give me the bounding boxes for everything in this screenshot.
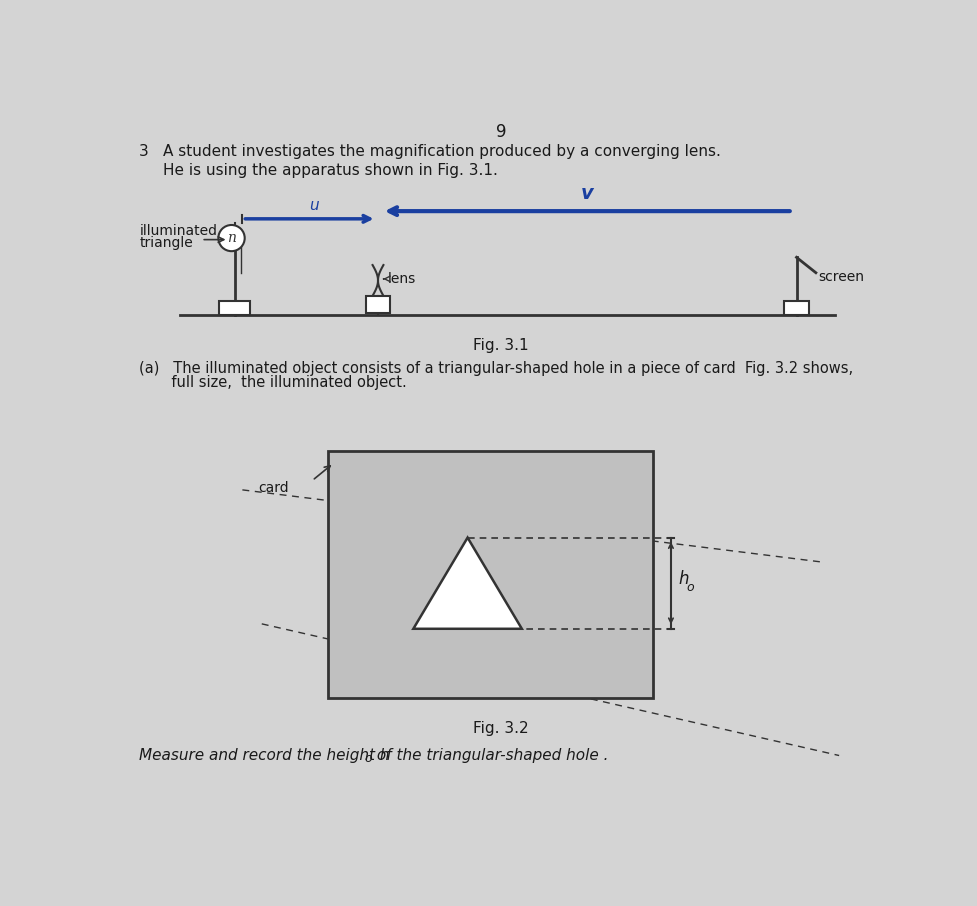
Text: o: o bbox=[686, 581, 694, 593]
Text: screen: screen bbox=[818, 270, 864, 284]
Text: o: o bbox=[363, 752, 371, 765]
Text: triangle: triangle bbox=[139, 236, 192, 250]
Circle shape bbox=[218, 225, 244, 251]
Text: 3: 3 bbox=[139, 144, 149, 159]
Text: (a)   The illuminated object consists of a triangular-shaped hole in a piece of : (a) The illuminated object consists of a… bbox=[139, 361, 853, 376]
Bar bbox=[365, 296, 390, 313]
Text: 9: 9 bbox=[495, 122, 506, 140]
Bar bbox=[327, 451, 653, 698]
Text: n: n bbox=[227, 231, 235, 246]
Text: Fig. 3.2: Fig. 3.2 bbox=[473, 721, 529, 736]
Text: v: v bbox=[580, 185, 593, 204]
Text: of the triangular-shaped hole .: of the triangular-shaped hole . bbox=[371, 747, 608, 763]
Bar bbox=[784, 301, 808, 315]
Text: h: h bbox=[678, 571, 689, 588]
Text: A student investigates the magnification produced by a converging lens.: A student investigates the magnification… bbox=[162, 144, 720, 159]
Polygon shape bbox=[413, 537, 522, 629]
Bar bbox=[219, 301, 250, 315]
Text: He is using the apparatus shown in Fig. 3.1.: He is using the apparatus shown in Fig. … bbox=[162, 162, 497, 178]
Text: lens: lens bbox=[387, 272, 415, 286]
Text: illuminated: illuminated bbox=[139, 224, 217, 238]
Text: card: card bbox=[258, 481, 288, 496]
Text: u: u bbox=[309, 198, 319, 213]
Text: Measure and record the height h: Measure and record the height h bbox=[139, 747, 390, 763]
Text: Fig. 3.1: Fig. 3.1 bbox=[473, 338, 529, 353]
Text: full size,  the illuminated object.: full size, the illuminated object. bbox=[139, 375, 406, 390]
